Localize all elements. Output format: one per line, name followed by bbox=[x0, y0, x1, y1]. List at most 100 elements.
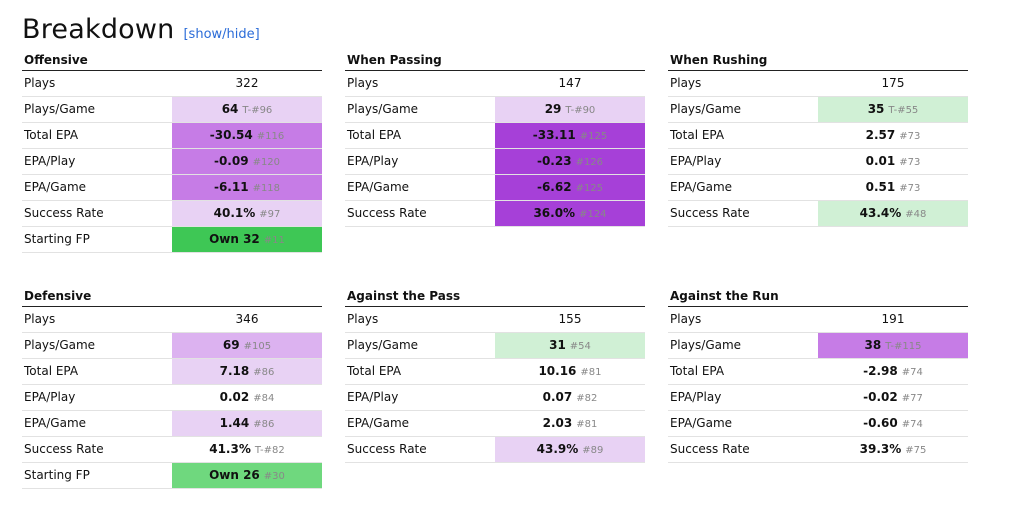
row-label: EPA/Game bbox=[670, 416, 733, 430]
table-row: EPA/Game -6.11 #118 bbox=[22, 175, 322, 201]
stat-table: Defensive Plays 346 Plays/Game 69 #105 Total E… bbox=[22, 286, 322, 489]
stat-rank: #118 bbox=[252, 183, 281, 194]
row-value-cell: 43.4% #48 bbox=[818, 201, 968, 226]
stat-rank: #125 bbox=[579, 131, 608, 142]
stat-table: Against the Run Plays 191 Plays/Game 38 T-#11… bbox=[668, 286, 968, 463]
row-label: EPA/Play bbox=[24, 390, 76, 404]
stat-value: -30.54 bbox=[209, 128, 253, 142]
stat-rank: #124 bbox=[579, 209, 607, 220]
stat-rank: #48 bbox=[905, 209, 927, 220]
row-value-cell: 69 #105 bbox=[172, 333, 322, 358]
table-row: EPA/Play 0.01 #73 bbox=[668, 149, 968, 175]
stat-rank: #73 bbox=[899, 157, 921, 168]
table-row: EPA/Play 0.02 #84 bbox=[22, 385, 322, 411]
stat-value: Own 32 bbox=[209, 232, 260, 246]
stat-rank: #82 bbox=[576, 393, 598, 404]
row-value-cell: 0.51 #73 bbox=[818, 175, 968, 200]
table-title: Against the Run bbox=[668, 286, 968, 307]
stat-rank: #116 bbox=[256, 131, 285, 142]
stat-rank: T-#55 bbox=[888, 105, 919, 116]
stat-rank: #125 bbox=[575, 183, 604, 194]
row-value-cell: 2.03 #81 bbox=[495, 411, 645, 436]
stat-table: When Rushing Plays 175 Plays/Game 35 T-#55 Tot… bbox=[668, 50, 968, 227]
table-row: Total EPA -2.98 #74 bbox=[668, 359, 968, 385]
row-value-cell: 41.3% T-#82 bbox=[172, 437, 322, 462]
row-value-cell: -0.23 #126 bbox=[495, 149, 645, 174]
row-value-cell: 43.9% #89 bbox=[495, 437, 645, 462]
stat-value: 38 bbox=[864, 338, 882, 352]
row-label: Plays/Game bbox=[24, 102, 96, 116]
row-label: Plays/Game bbox=[347, 338, 419, 352]
stat-rank: #74 bbox=[901, 419, 923, 430]
row-label: Plays/Game bbox=[24, 338, 96, 352]
stat-rank: #120 bbox=[252, 157, 281, 168]
row-value-cell: 38 T-#115 bbox=[818, 333, 968, 358]
table-title: When Passing bbox=[345, 50, 645, 71]
stat-value: 346 bbox=[235, 312, 259, 326]
show-hide-link[interactable]: [show/hide] bbox=[183, 27, 260, 42]
stat-value: 2.57 bbox=[865, 128, 896, 142]
row-label: Plays bbox=[347, 76, 379, 90]
table-row: Plays/Game 38 T-#115 bbox=[668, 333, 968, 359]
row-value-cell: Own 26 #30 bbox=[172, 463, 322, 488]
row-label: EPA/Game bbox=[670, 180, 733, 194]
row-value-cell: 0.07 #82 bbox=[495, 385, 645, 410]
table-row: Total EPA 7.18 #86 bbox=[22, 359, 322, 385]
stat-value: 29 bbox=[544, 102, 562, 116]
stat-value: -2.98 bbox=[863, 364, 898, 378]
stat-value: 0.01 bbox=[865, 154, 896, 168]
row-value-cell: 155 bbox=[495, 307, 645, 332]
row-label: EPA/Play bbox=[670, 390, 722, 404]
stat-value: 191 bbox=[881, 312, 905, 326]
stat-rank: #84 bbox=[253, 393, 275, 404]
stat-value: -0.23 bbox=[536, 154, 572, 168]
stat-rank: T-#82 bbox=[254, 445, 285, 456]
stat-rank: #54 bbox=[569, 341, 591, 352]
row-label: Success Rate bbox=[670, 206, 750, 220]
stat-value: 322 bbox=[235, 76, 259, 90]
stat-rank: #77 bbox=[901, 393, 923, 404]
table-row: EPA/Game -0.60 #74 bbox=[668, 411, 968, 437]
row-value-cell: 0.02 #84 bbox=[172, 385, 322, 410]
table-row: EPA/Play -0.23 #126 bbox=[345, 149, 645, 175]
table-row: Success Rate 41.3% T-#82 bbox=[22, 437, 322, 463]
table-title: When Rushing bbox=[668, 50, 968, 71]
row-label: EPA/Play bbox=[347, 390, 399, 404]
row-value-cell: -0.02 #77 bbox=[818, 385, 968, 410]
table-row: Plays 147 bbox=[345, 71, 645, 97]
stat-value: 175 bbox=[881, 76, 905, 90]
row-value-cell: 39.3% #75 bbox=[818, 437, 968, 462]
table-row: Success Rate 39.3% #75 bbox=[668, 437, 968, 463]
row-value-cell: 0.01 #73 bbox=[818, 149, 968, 174]
row-value-cell: 35 T-#55 bbox=[818, 97, 968, 122]
row-label: Plays bbox=[670, 312, 702, 326]
row-label: EPA/Game bbox=[24, 180, 87, 194]
table-row: Plays/Game 69 #105 bbox=[22, 333, 322, 359]
row-value-cell: -2.98 #74 bbox=[818, 359, 968, 384]
table-row: Starting FP Own 26 #30 bbox=[22, 463, 322, 489]
row-value-cell: -0.60 #74 bbox=[818, 411, 968, 436]
table-row: Plays 191 bbox=[668, 307, 968, 333]
stat-table: When Passing Plays 147 Plays/Game 29 T-#90 Tot… bbox=[345, 50, 645, 227]
header: Breakdown [show/hide] bbox=[22, 14, 260, 50]
stat-rank: #11 bbox=[263, 235, 285, 246]
row-value-cell: 64 T-#96 bbox=[172, 97, 322, 122]
stat-value: 31 bbox=[549, 338, 566, 352]
stat-value: 36.0% bbox=[533, 206, 576, 220]
row-label: EPA/Play bbox=[347, 154, 399, 168]
stat-rank: T-#115 bbox=[885, 341, 922, 352]
stat-value: 43.9% bbox=[536, 442, 579, 456]
stat-value: -0.09 bbox=[213, 154, 249, 168]
row-value-cell: -6.62 #125 bbox=[495, 175, 645, 200]
row-label: Plays bbox=[670, 76, 702, 90]
table-row: Plays 175 bbox=[668, 71, 968, 97]
stat-value: 0.07 bbox=[542, 390, 573, 404]
row-label: EPA/Game bbox=[347, 416, 410, 430]
row-label: EPA/Game bbox=[24, 416, 87, 430]
table-row: EPA/Game 0.51 #73 bbox=[668, 175, 968, 201]
row-label: Total EPA bbox=[347, 128, 402, 142]
stat-rank: T-#90 bbox=[565, 105, 596, 116]
row-label: Starting FP bbox=[24, 232, 90, 246]
row-label: Total EPA bbox=[347, 364, 402, 378]
row-value-cell: 2.57 #73 bbox=[818, 123, 968, 148]
